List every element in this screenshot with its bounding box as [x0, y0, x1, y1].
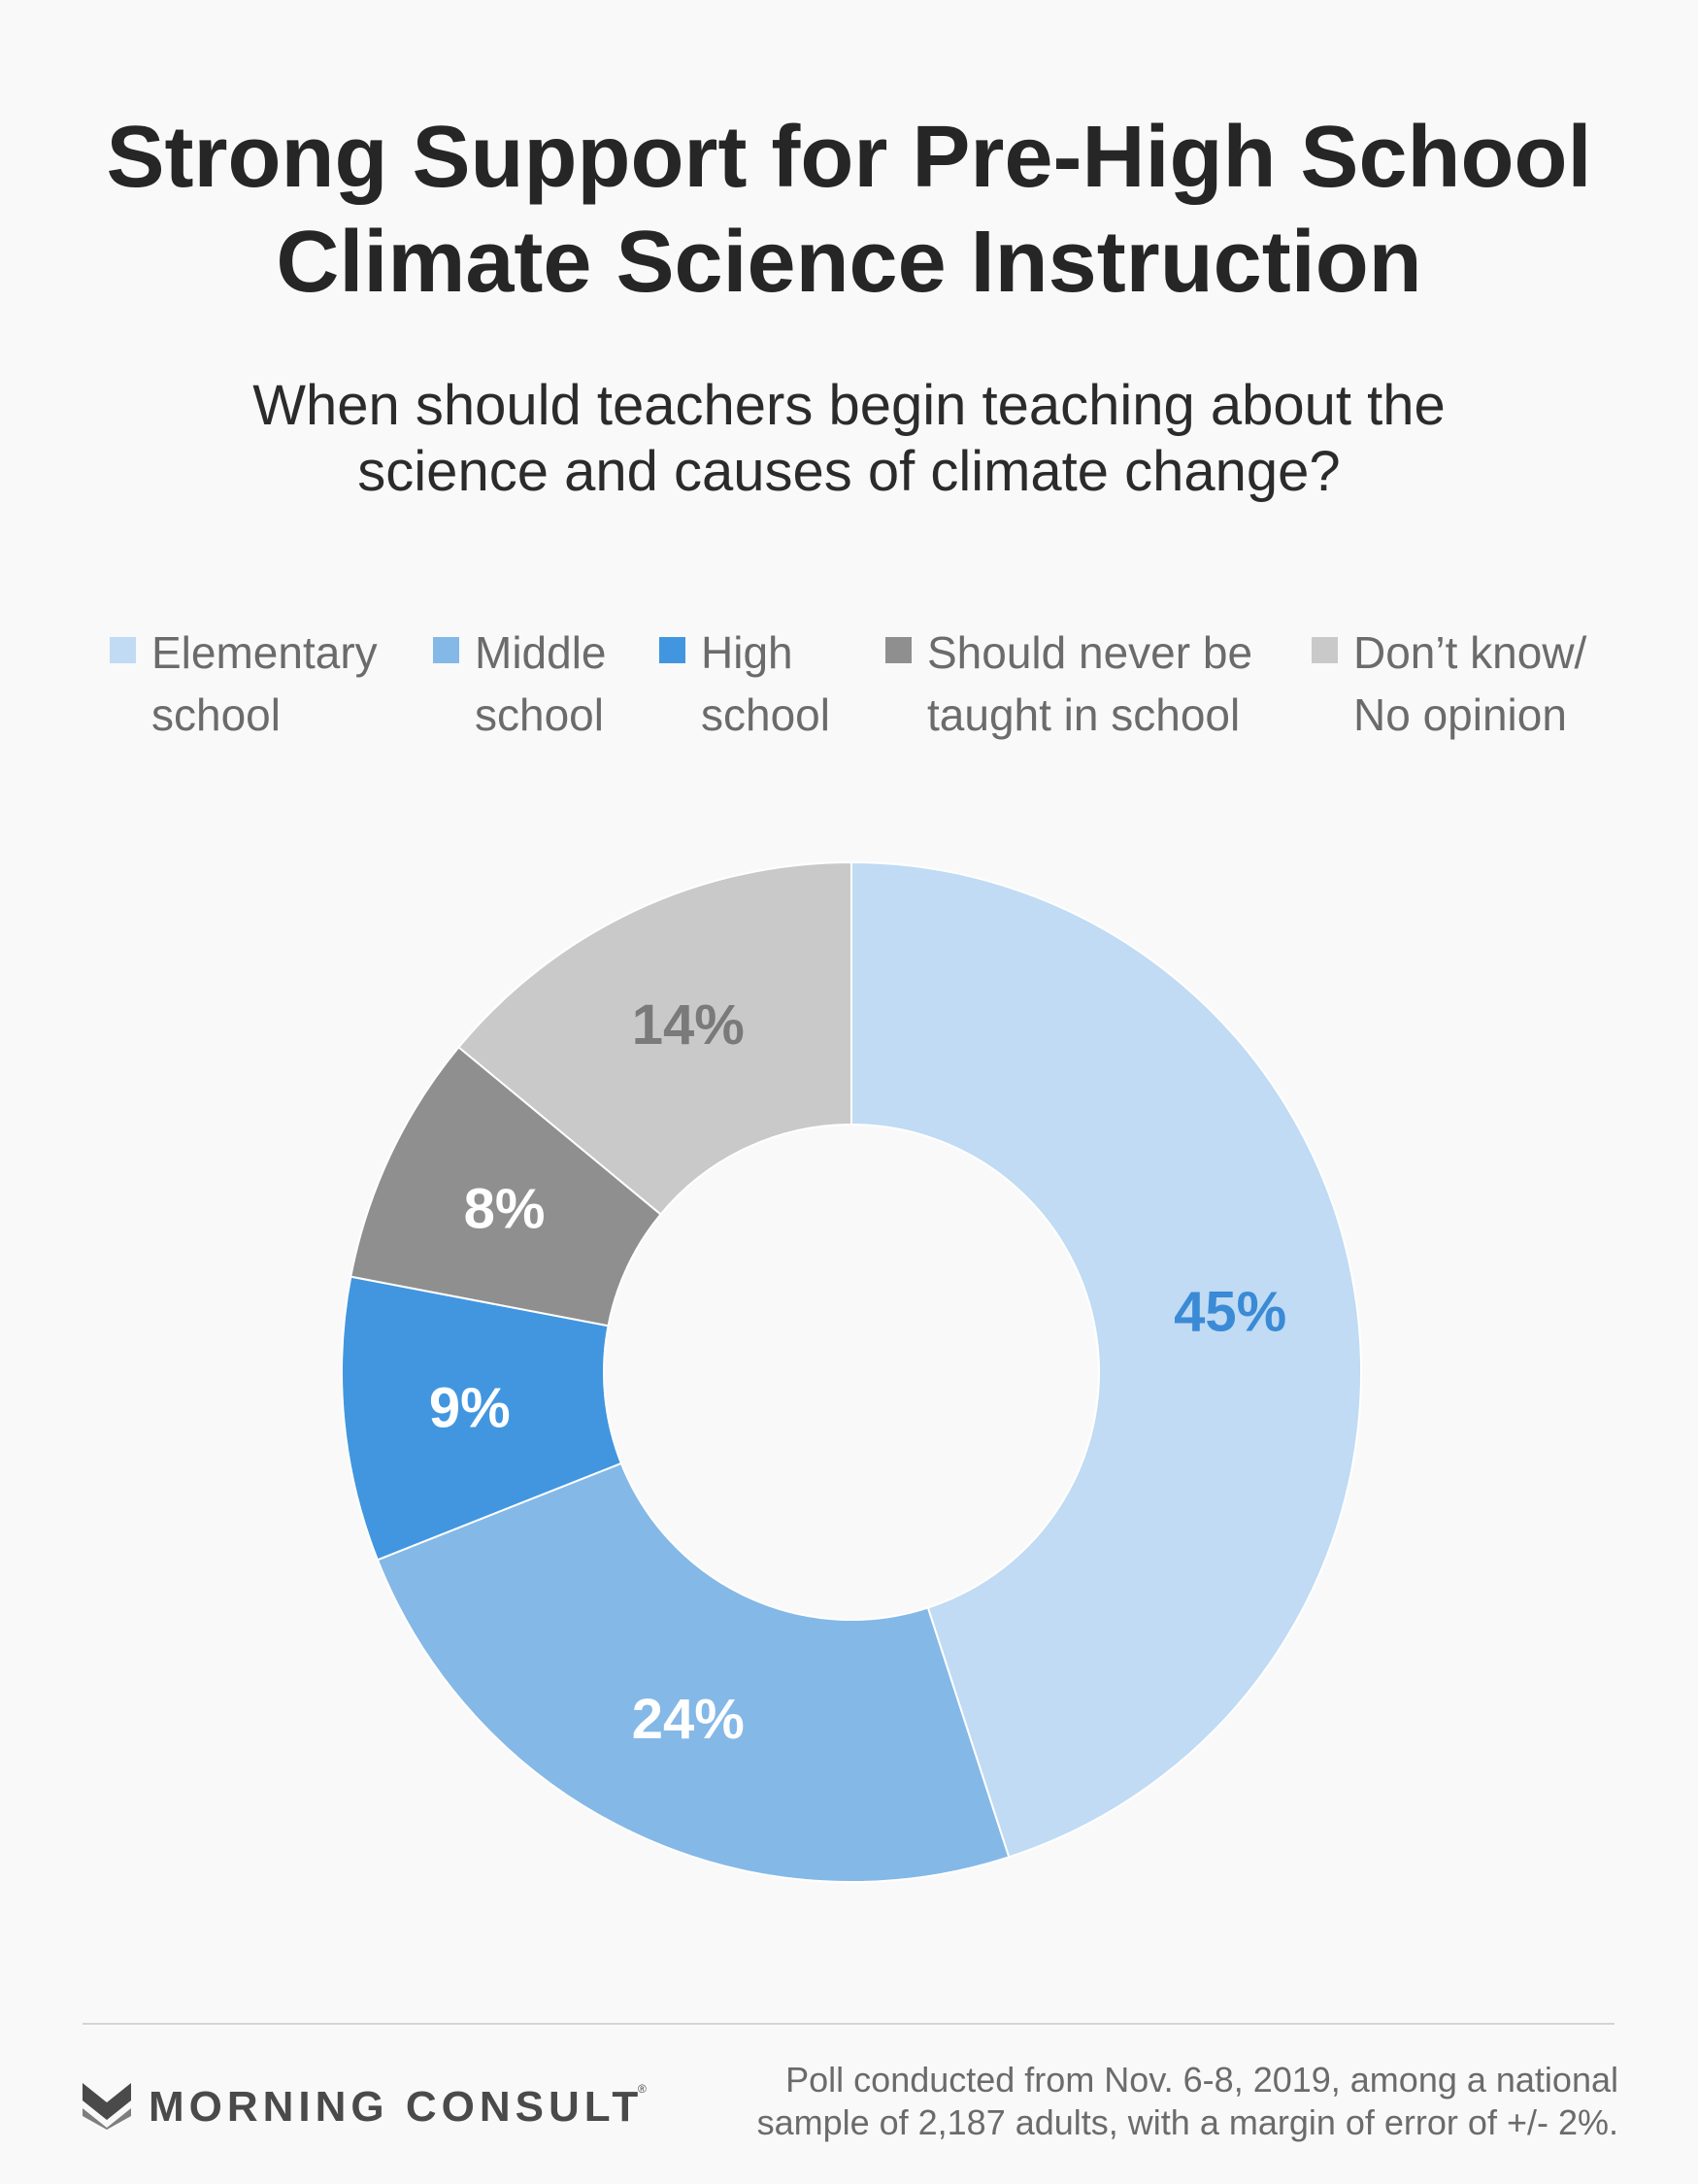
chart-title-line-2: Climate Science Instruction [276, 214, 1422, 311]
legend-label-high-line-1: High [701, 627, 793, 678]
legend-label-never-line-2: taught in school [927, 689, 1241, 740]
legend-swatch-never-taught [885, 637, 912, 663]
data-label-elementary-school: 45% [1174, 1281, 1286, 1344]
methodology-note-line-2: sample of 2,187 adults, with a margin of… [756, 2102, 1618, 2142]
chart-subtitle: When should teachers begin teaching abou… [0, 373, 1698, 505]
chart-subtitle-line-2: science and causes of climate change? [357, 440, 1341, 503]
legend-swatch-dont-know [1312, 637, 1338, 663]
chart-subtitle-line-1: When should teachers begin teaching abou… [252, 374, 1446, 437]
methodology-note-line-1: Poll conducted from Nov. 6-8, 2019, amon… [785, 2060, 1618, 2100]
chart-title: Strong Support for Pre-High School Clima… [0, 105, 1698, 315]
slice-elementary-school [850, 860, 1362, 1859]
slice-middle-school [376, 1462, 1011, 1883]
legend-label-dont-know-line-1: Don’t know/ [1353, 627, 1587, 678]
legend-label-high-line-2: school [701, 689, 830, 740]
legend-label-middle-line-1: Middle [475, 627, 607, 678]
slice-high-school [341, 1275, 623, 1562]
data-label-should-never-be-taught-in-school: 8% [464, 1177, 546, 1240]
legend-label-never-line-1: Should never be [927, 627, 1253, 678]
slice-don-t-know-no-opinion [457, 860, 852, 1216]
legend-label-dont-know-line-2: No opinion [1353, 689, 1567, 740]
legend-swatch-high-school [659, 637, 685, 663]
data-label-don-t-know-no-opinion: 14% [632, 993, 745, 1057]
chart-title-line-1: Strong Support for Pre-High School [106, 109, 1592, 206]
methodology-note: Poll conducted from Nov. 6-8, 2019, amon… [745, 2059, 1618, 2144]
data-label-middle-school: 24% [632, 1688, 745, 1751]
legend-label-elementary-line-2: school [151, 689, 281, 740]
brand-name: MORNING CONSULT [149, 2083, 644, 2131]
footer-divider [83, 2023, 1615, 2025]
registered-mark: ® [638, 2082, 647, 2096]
legend-label-elementary-line-1: Elementary [151, 627, 378, 678]
legend-label-middle-line-2: school [475, 689, 604, 740]
data-label-high-school: 9% [429, 1377, 511, 1440]
morning-consult-logo-icon [83, 2083, 131, 2130]
legend-swatch-middle-school [433, 637, 459, 663]
legend-swatch-elementary-school [110, 637, 136, 663]
legend: Elementary school Middle school High sch… [0, 622, 1698, 748]
